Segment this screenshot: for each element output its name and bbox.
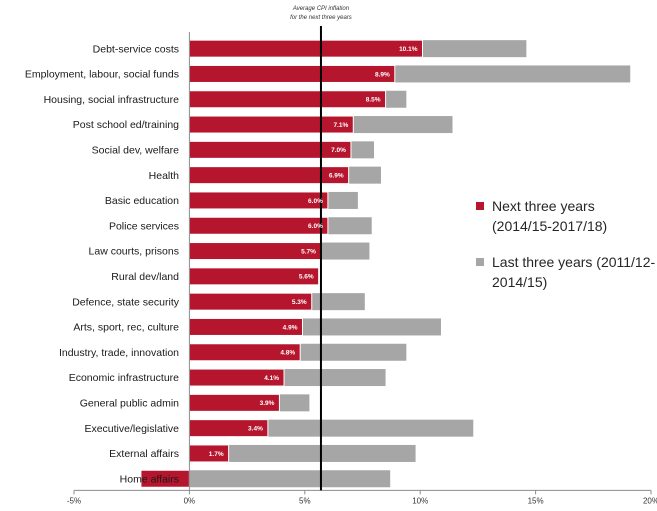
bar-next-three-years bbox=[188, 90, 387, 109]
category-label: Social dev, welfare bbox=[92, 144, 180, 156]
data-label: 4.9% bbox=[283, 324, 298, 331]
data-label: 6.0% bbox=[308, 198, 323, 205]
category-label: Industry, trade, innovation bbox=[59, 347, 179, 359]
data-label: 5.7% bbox=[301, 248, 316, 255]
category-label: Arts, sport, rec, culture bbox=[73, 322, 179, 334]
bar-last-three-years bbox=[189, 444, 416, 462]
legend-label-last: Last three years (2011/12-2014/15) bbox=[492, 254, 656, 290]
legend-item-next-three-years: Next three years (2014/15-2017/18) bbox=[476, 196, 656, 236]
category-label: External affairs bbox=[109, 448, 179, 460]
bar-next-three-years bbox=[188, 166, 350, 185]
data-label: 1.7% bbox=[209, 451, 224, 458]
data-label: 3.4% bbox=[248, 425, 263, 432]
category-label: Economic infrastructure bbox=[69, 372, 179, 384]
bar-next-three-years bbox=[188, 64, 396, 83]
category-label: Health bbox=[149, 170, 180, 182]
data-label: 8.9% bbox=[375, 71, 390, 78]
legend-swatch-last bbox=[476, 258, 484, 266]
category-label: Home affairs bbox=[120, 473, 179, 485]
reference-line-label-line1: Average CPI inflation bbox=[292, 6, 350, 12]
category-label: Rural dev/land bbox=[111, 271, 179, 283]
data-label: 6.9% bbox=[329, 172, 344, 179]
bar-last-three-years bbox=[189, 470, 391, 488]
category-label: Housing, social infrastructure bbox=[44, 94, 180, 106]
reference-line-label: Average CPI inflation for the next three… bbox=[290, 6, 352, 21]
data-label: 8.5% bbox=[366, 97, 381, 104]
x-tick-label: 0% bbox=[184, 496, 196, 505]
bar-next-three-years bbox=[188, 39, 424, 58]
x-tick-label: 20% bbox=[643, 496, 657, 505]
x-tick-label: 10% bbox=[412, 496, 428, 505]
category-label: Debt-service costs bbox=[93, 43, 179, 55]
data-label: 7.1% bbox=[333, 122, 348, 129]
category-label: Basic education bbox=[105, 195, 179, 207]
legend-swatch-next bbox=[476, 202, 484, 210]
data-label: 3.9% bbox=[260, 400, 275, 407]
category-labels: Debt-service costs Employment, labour, so… bbox=[25, 43, 180, 485]
data-label: 6.0% bbox=[308, 223, 323, 230]
data-label: 10.1% bbox=[399, 46, 418, 53]
data-label: 5.3% bbox=[292, 299, 307, 306]
category-label: General public admin bbox=[80, 397, 179, 409]
plot-area: -5% 0% 5% 10% 15% 20% 10.1% 8.9% 8.5% 7.1% 7.0% 6.9… bbox=[25, 26, 657, 505]
legend: Next three years (2014/15-2017/18) Last … bbox=[476, 196, 656, 308]
category-label: Police services bbox=[109, 220, 179, 232]
category-label: Executive/legislative bbox=[84, 423, 179, 435]
bar-next-three-years bbox=[188, 140, 352, 159]
legend-label-next: Next three years (2014/15-2017/18) bbox=[492, 198, 608, 234]
reference-line-label-line2: for the next three years bbox=[290, 15, 352, 21]
data-label: 7.0% bbox=[331, 147, 346, 154]
category-label: Post school ed/training bbox=[73, 119, 179, 131]
category-label: Employment, labour, social funds bbox=[25, 69, 179, 81]
x-tick-label: 5% bbox=[299, 496, 311, 505]
bar-next-three-years bbox=[188, 115, 354, 134]
category-label: Law courts, prisons bbox=[89, 246, 179, 258]
x-tick-label: 15% bbox=[528, 496, 544, 505]
data-label: 5.6% bbox=[299, 274, 314, 281]
category-label: Defence, state security bbox=[72, 296, 180, 308]
data-labels: 10.1% 8.9% 8.5% 7.1% 7.0% 6.9% 6.0% 6.0% 5.7% 5.6… bbox=[209, 46, 418, 458]
x-tick-label: -5% bbox=[67, 496, 81, 505]
data-label: 4.8% bbox=[280, 350, 295, 357]
legend-item-last-three-years: Last three years (2011/12-2014/15) bbox=[476, 252, 656, 292]
data-label: 4.1% bbox=[264, 375, 279, 382]
